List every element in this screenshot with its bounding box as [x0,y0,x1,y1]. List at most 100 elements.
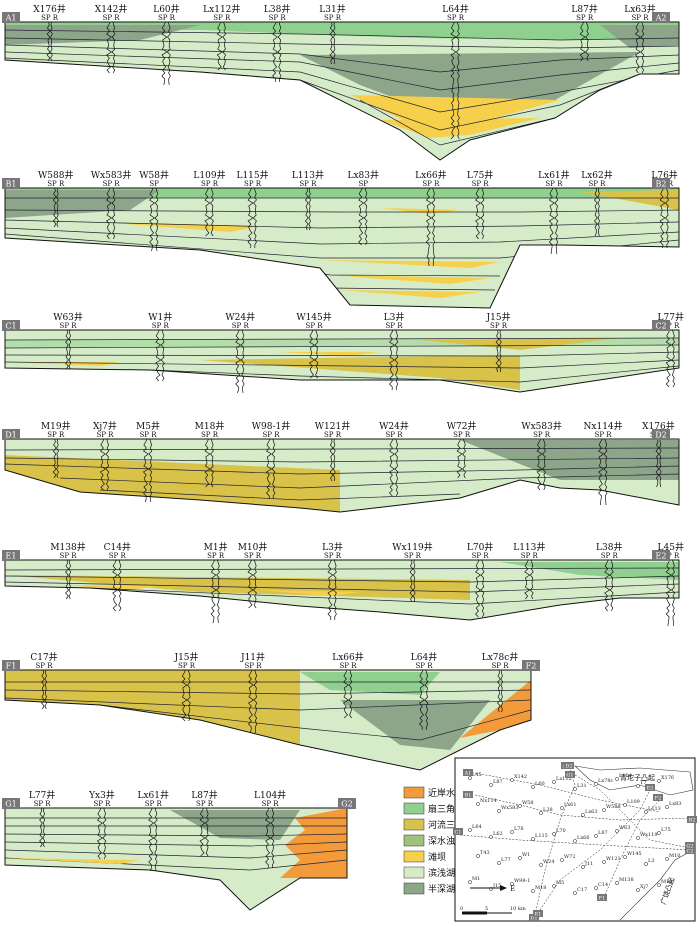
svg-text:Lx63: Lx63 [585,809,598,815]
well-log-header: SP R [35,662,53,670]
section-end-label: G2 [338,798,356,809]
sp-log-curve [475,559,482,618]
r-log-curve [333,21,336,65]
well-name: W24井 [225,311,255,323]
legend-swatch [403,818,425,831]
section-end-label: C1 [2,320,20,331]
sp-log-curve [634,21,642,74]
well-name: Wx583井 [521,420,562,432]
r-log-curve [160,329,165,382]
r-log-curve [111,21,116,74]
sp-log-curve [149,187,156,252]
sp-log-curve [46,21,51,62]
map-well: W145 [623,851,642,859]
r-log-curve [348,669,353,719]
legend-label: 滩坝 [428,851,446,863]
r-log-curve [153,807,158,872]
sp-log-curve [247,669,255,734]
legend-item: 滩坝 [403,850,446,863]
map-well: Wx583 [497,805,519,813]
section-e [4,559,680,621]
r-log-curve [424,669,429,731]
well-name: W588井 [38,169,73,181]
map-well: L104 [615,773,632,781]
svg-text:L64: L64 [472,824,482,830]
well-name: W72井 [447,420,477,432]
map-well: L38 [539,807,553,815]
sp-log-curve [199,807,206,857]
sp-log-curve [598,438,605,506]
well-log-header: SP R [576,14,594,22]
sp-log-curve [304,187,309,231]
sp-log-curve [106,187,113,240]
semi-deep-fill [5,190,160,218]
r-log-curve [542,438,546,491]
svg-text:A2: A2 [655,14,667,23]
svg-text:J15: J15 [492,883,501,889]
svg-text:L87: L87 [493,779,503,785]
r-log-curve [117,559,122,612]
legend-label: 滨浅湖 [428,867,455,879]
map-well: C17 [573,887,587,895]
svg-text:Lx78c: Lx78c [598,778,614,784]
svg-text:G1: G1 [5,800,16,809]
r-log-curve [554,187,559,255]
map-well: Lx61 [560,802,577,810]
svg-text:M18: M18 [535,885,546,891]
svg-text:C2: C2 [686,849,693,855]
sp-log-curve [450,21,457,140]
well-log-header: SP R [145,800,163,808]
scale-0: 0 [460,906,463,912]
r-log-curve [42,807,46,848]
map-line-label: B1 [463,791,473,799]
svg-text:B1: B1 [465,793,472,799]
well-name: W58井 [139,169,169,181]
sp-log-curve [329,21,334,65]
map-well: C14 [594,882,608,890]
well-name: Nx114井 [584,420,623,432]
section-end-label: A2 [652,12,670,23]
map-wells: L45 L87 X142 L60 Lx112 L31 Lx78c L104 T7 X176 Nx11… [453,762,697,922]
well-name: X176井 [33,3,66,15]
sp-log-curve [665,329,672,388]
svg-text:D2: D2 [565,764,572,770]
svg-text:B2: B2 [689,818,696,824]
semi-deep-fill [340,700,490,750]
well-name: W98-1井 [252,420,290,432]
section-end-label: E1 [2,550,20,561]
r-log-curve [431,187,436,267]
sp-log-curve [52,187,57,228]
map-line-label: C2 [685,847,695,855]
svg-text:W121: W121 [606,856,621,862]
r-log-curve [271,438,276,500]
sp-log-curve [309,329,316,379]
section-end-label: D2 [652,429,670,440]
sp-log-curve [548,187,555,255]
river-delta-fill [5,575,470,600]
well-name: L3井 [322,541,343,553]
map-well: M18 [531,885,546,893]
svg-text:M10: M10 [669,853,680,859]
sp-log-curve [155,329,162,382]
near-fan-fill [280,808,347,878]
svg-text:L75: L75 [661,827,671,833]
svg-text:Lx61: Lx61 [564,802,577,808]
well-name: J11井 [240,651,265,663]
r-log-curve [640,21,645,74]
well-name: Lx78c井 [482,651,519,663]
well-log-header: SP R [662,322,680,330]
r-log-curve [68,559,72,600]
strata-lines [5,29,679,146]
well-log-header: SP R [34,800,52,808]
section-end-label: C2 [652,320,670,331]
svg-text:C1: C1 [5,322,16,331]
r-log-curve [56,187,59,228]
section-outline [4,669,532,771]
well-log-header: SP R [588,180,606,188]
svg-text:L3: L3 [648,858,655,864]
well-name: C14井 [104,541,131,553]
